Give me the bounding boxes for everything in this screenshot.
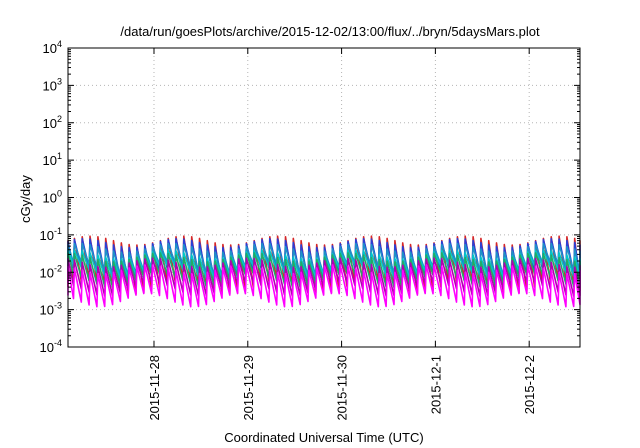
y-tick-label: 102 (43, 114, 62, 131)
y-tick-label: 10-3 (40, 301, 62, 318)
y-tick-label: 100 (43, 189, 62, 206)
x-tick-label: 2015-12-2 (522, 355, 537, 414)
series-group (67, 235, 581, 308)
x-tick-label: 2015-12-1 (428, 355, 443, 414)
y-tick-label: 101 (43, 151, 62, 168)
x-tick-label: 2015-11-30 (335, 355, 350, 421)
x-tick-labels: 2015-11-28 2015-11-29 2015-11-30 2015-12-1 2… (147, 355, 537, 421)
series-line (67, 264, 581, 308)
chart-title: /data/run/goesPlots/archive/2015-12-02/1… (120, 24, 540, 39)
y-tick-label: 103 (43, 76, 62, 93)
y-tick-label: 104 (43, 39, 62, 56)
grid (68, 48, 580, 347)
y-axis-label: cGy/day (18, 175, 33, 223)
y-tick-labels: 10-4 10-3 10-2 10-1 100 101 102 103 104 (40, 39, 62, 355)
x-axis-label: Coordinated Universal Time (UTC) (224, 430, 423, 445)
x-tick-label: 2015-11-28 (147, 355, 162, 421)
y-tick-label: 10-4 (40, 338, 62, 355)
y-tick-label: 10-2 (40, 263, 62, 280)
x-tick-label: 2015-11-29 (241, 355, 256, 421)
tick-marks (68, 47, 580, 348)
y-tick-label: 10-1 (40, 226, 62, 243)
